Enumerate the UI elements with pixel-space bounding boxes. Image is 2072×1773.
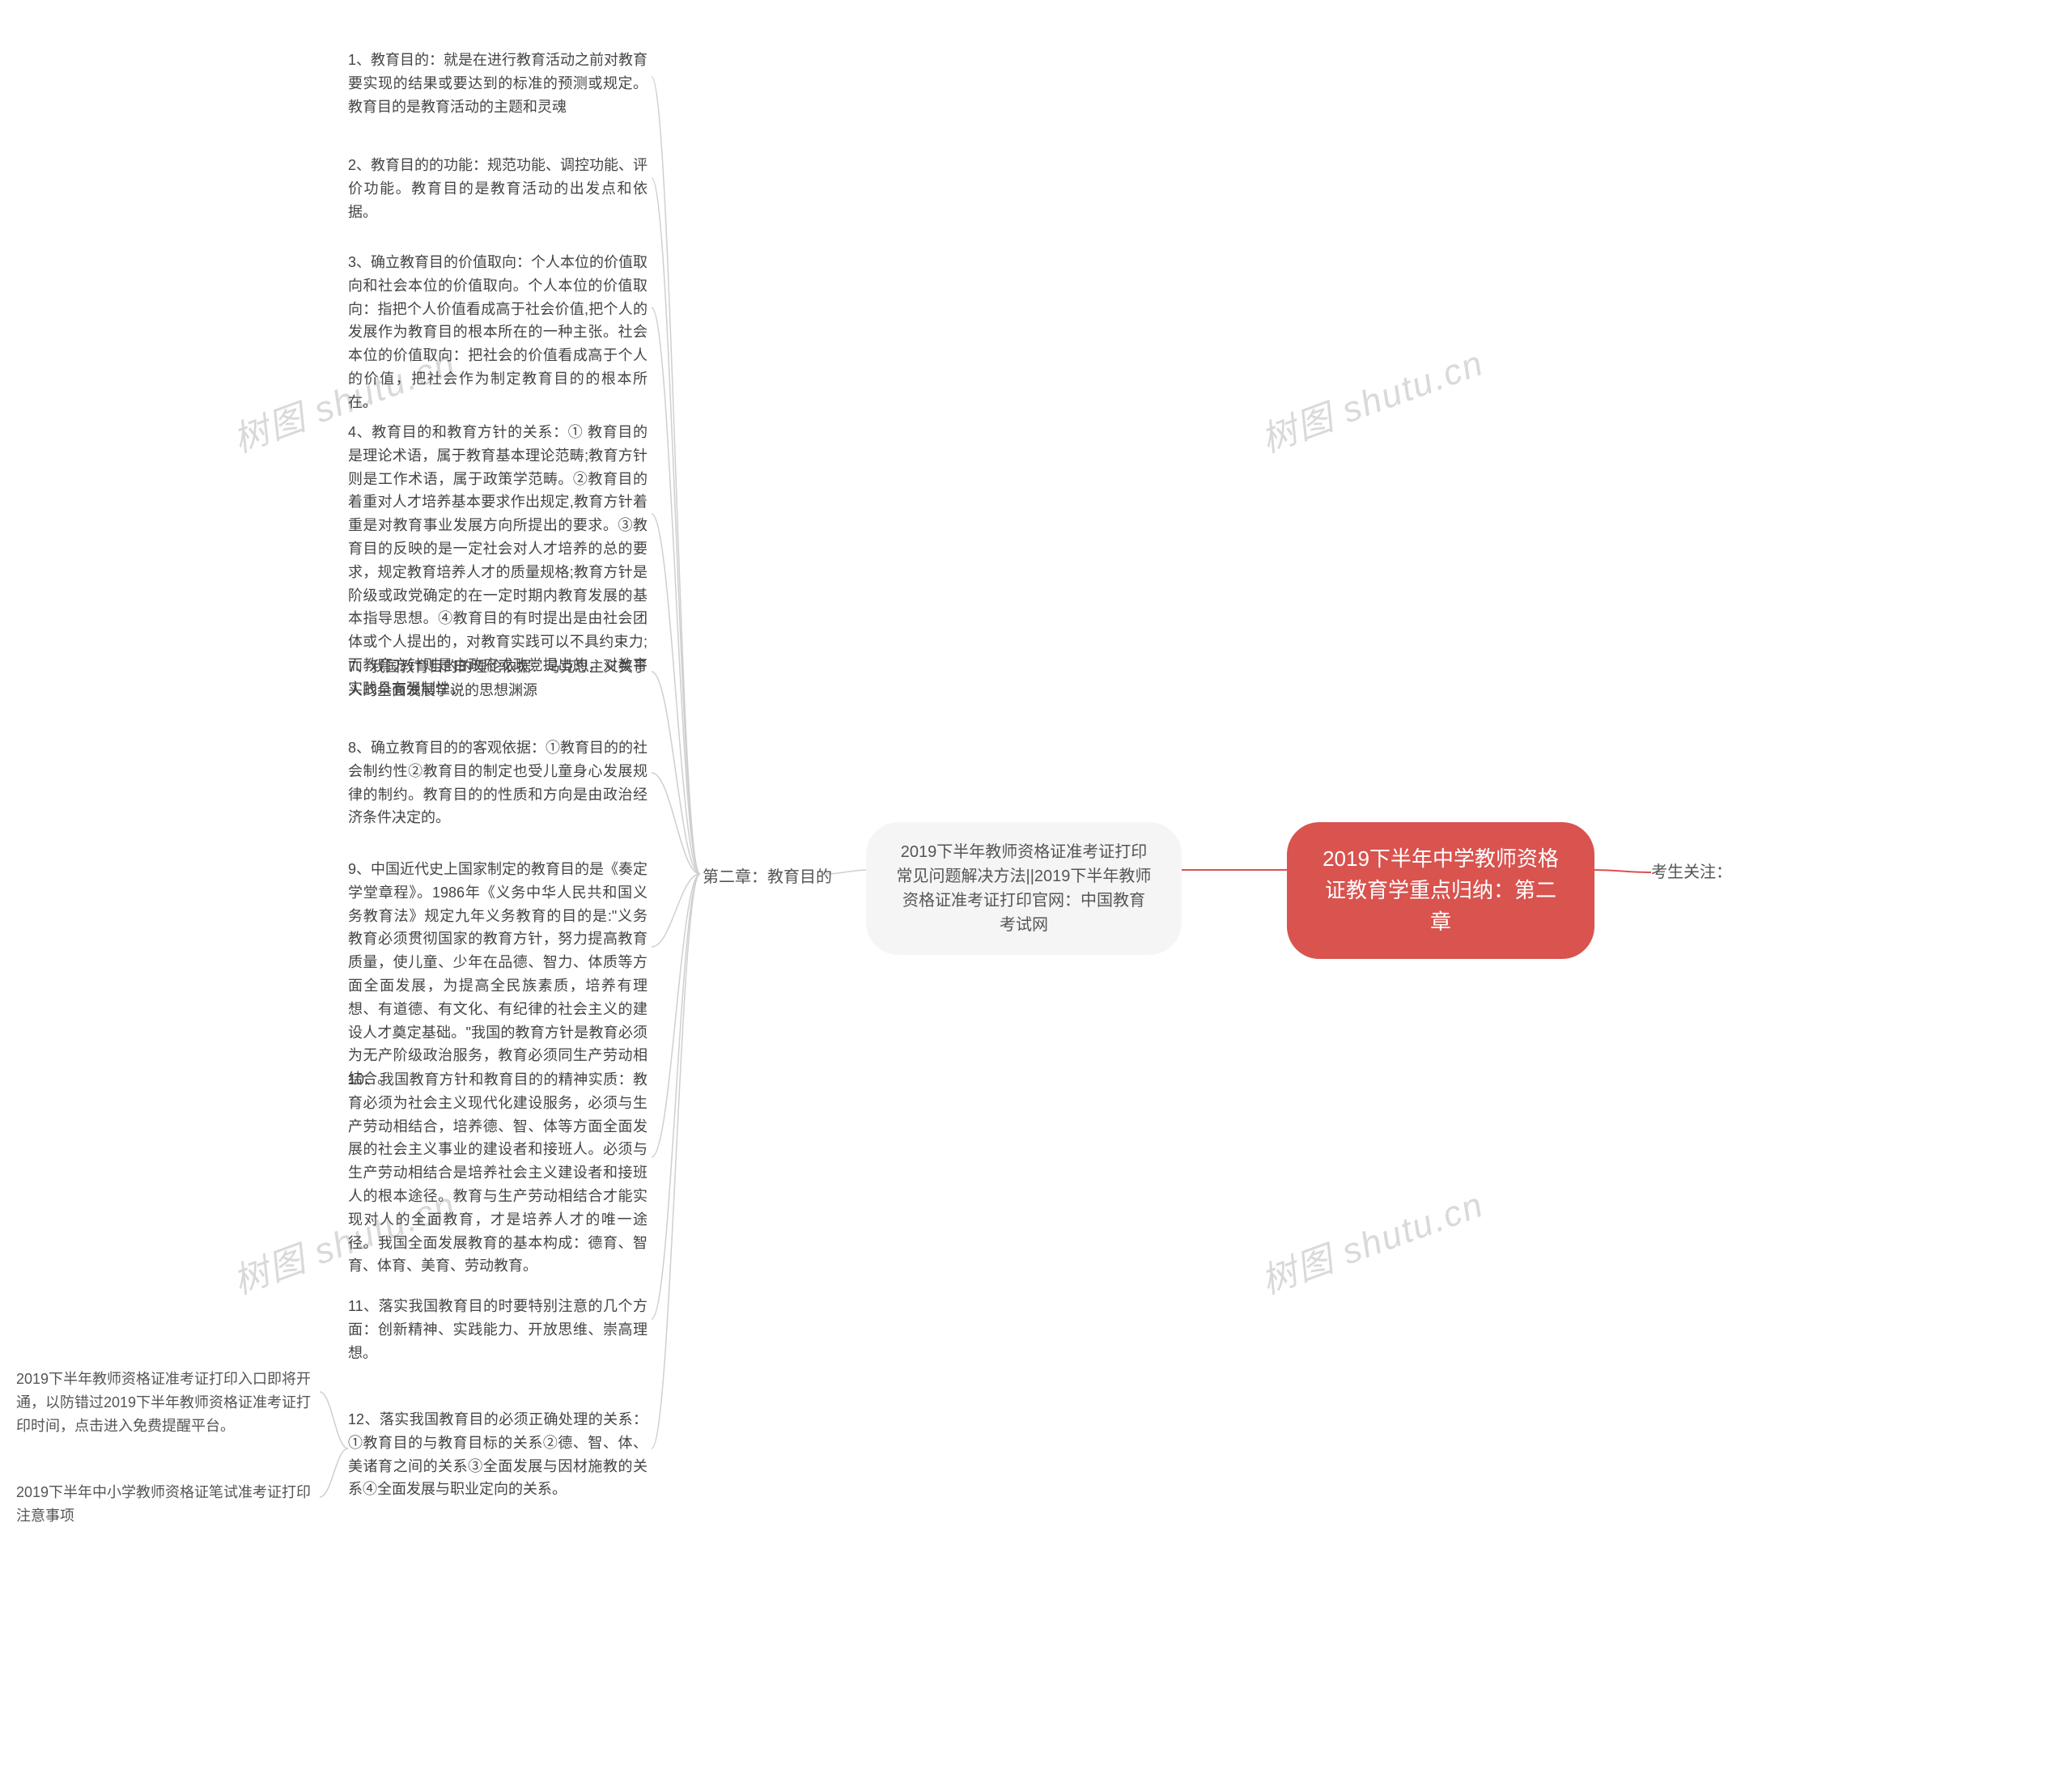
leaf-2[interactable]: 2、教育目的的功能：规范功能、调控功能、评价功能。教育目的是教育活动的出发点和依… (348, 154, 648, 223)
leaf-text: 10、我国教育方针和教育目的的精神实质：教育必须为社会主义现代化建设服务，必须与… (348, 1071, 648, 1274)
watermark: 树图 shutu.cn (1253, 1176, 1490, 1304)
right-branch-text: 考生关注： (1651, 863, 1732, 881)
leaf-8[interactable]: 8、确立教育目的的客观依据：①教育目的的社会制约性②教育目的制定也受儿童身心发展… (348, 736, 648, 829)
level1-left-node[interactable]: 2019下半年教师资格证准考证打印常见问题解决方法||2019下半年教师资格证准… (866, 822, 1182, 955)
leaf-3[interactable]: 3、确立教育目的价值取向：个人本位的价值取向和社会本位的价值取向。个人本位的价值… (348, 251, 648, 414)
root-title: 2019下半年中学教师资格证教育学重点归纳：第二章 (1323, 846, 1559, 934)
root-node[interactable]: 2019下半年中学教师资格证教育学重点归纳：第二章 (1287, 822, 1594, 959)
subleaf-text: 2019下半年中小学教师资格证笔试准考证打印注意事项 (16, 1484, 311, 1524)
leaf-text: 11、落实我国教育目的时要特别注意的几个方面：创新精神、实践能力、开放思维、崇高… (348, 1298, 648, 1361)
leaf-10[interactable]: 10、我国教育方针和教育目的的精神实质：教育必须为社会主义现代化建设服务，必须与… (348, 1068, 648, 1278)
leaf-7[interactable]: 7、我国教育目的的理论依据：马克思主义关于人的全面发展学说的思想渊源 (348, 655, 648, 702)
leaf-12[interactable]: 12、落实我国教育目的必须正确处理的关系：①教育目的与教育目标的关系②德、智、体… (348, 1408, 648, 1501)
leaf-11[interactable]: 11、落实我国教育目的时要特别注意的几个方面：创新精神、实践能力、开放思维、崇高… (348, 1295, 648, 1364)
leaf-text: 12、落实我国教育目的必须正确处理的关系：①教育目的与教育目标的关系②德、智、体… (348, 1411, 648, 1497)
watermark: 树图 shutu.cn (1253, 334, 1490, 463)
leaf-text: 8、确立教育目的的客观依据：①教育目的的社会制约性②教育目的制定也受儿童身心发展… (348, 740, 648, 825)
subleaf-1[interactable]: 2019下半年教师资格证准考证打印入口即将开通，以防错过2019下半年教师资格证… (16, 1368, 316, 1437)
level1-left-text: 2019下半年教师资格证准考证打印常见问题解决方法||2019下半年教师资格证准… (897, 843, 1152, 934)
branch-label-text: 第二章：教育目的 (703, 868, 832, 886)
leaf-text: 3、确立教育目的价值取向：个人本位的价值取向和社会本位的价值取向。个人本位的价值… (348, 254, 648, 410)
leaf-text: 9、中国近代史上国家制定的教育目的是《奏定学堂章程》。1986年《义务中华人民共… (348, 861, 648, 1087)
leaf-text: 7、我国教育目的的理论依据：马克思主义关于人的全面发展学说的思想渊源 (348, 659, 648, 698)
subleaf-text: 2019下半年教师资格证准考证打印入口即将开通，以防错过2019下半年教师资格证… (16, 1371, 311, 1434)
subleaf-2[interactable]: 2019下半年中小学教师资格证笔试准考证打印注意事项 (16, 1481, 316, 1528)
leaf-text: 2、教育目的的功能：规范功能、调控功能、评价功能。教育目的是教育活动的出发点和依… (348, 157, 648, 220)
right-branch-label[interactable]: 考生关注： (1651, 859, 1732, 885)
leaf-text: 1、教育目的：就是在进行教育活动之前对教育要实现的结果或要达到的标准的预测或规定… (348, 52, 648, 115)
leaf-1[interactable]: 1、教育目的：就是在进行教育活动之前对教育要实现的结果或要达到的标准的预测或规定… (348, 49, 648, 118)
leaf-9[interactable]: 9、中国近代史上国家制定的教育目的是《奏定学堂章程》。1986年《义务中华人民共… (348, 858, 648, 1091)
branch-label[interactable]: 第二章：教育目的 (703, 864, 832, 890)
